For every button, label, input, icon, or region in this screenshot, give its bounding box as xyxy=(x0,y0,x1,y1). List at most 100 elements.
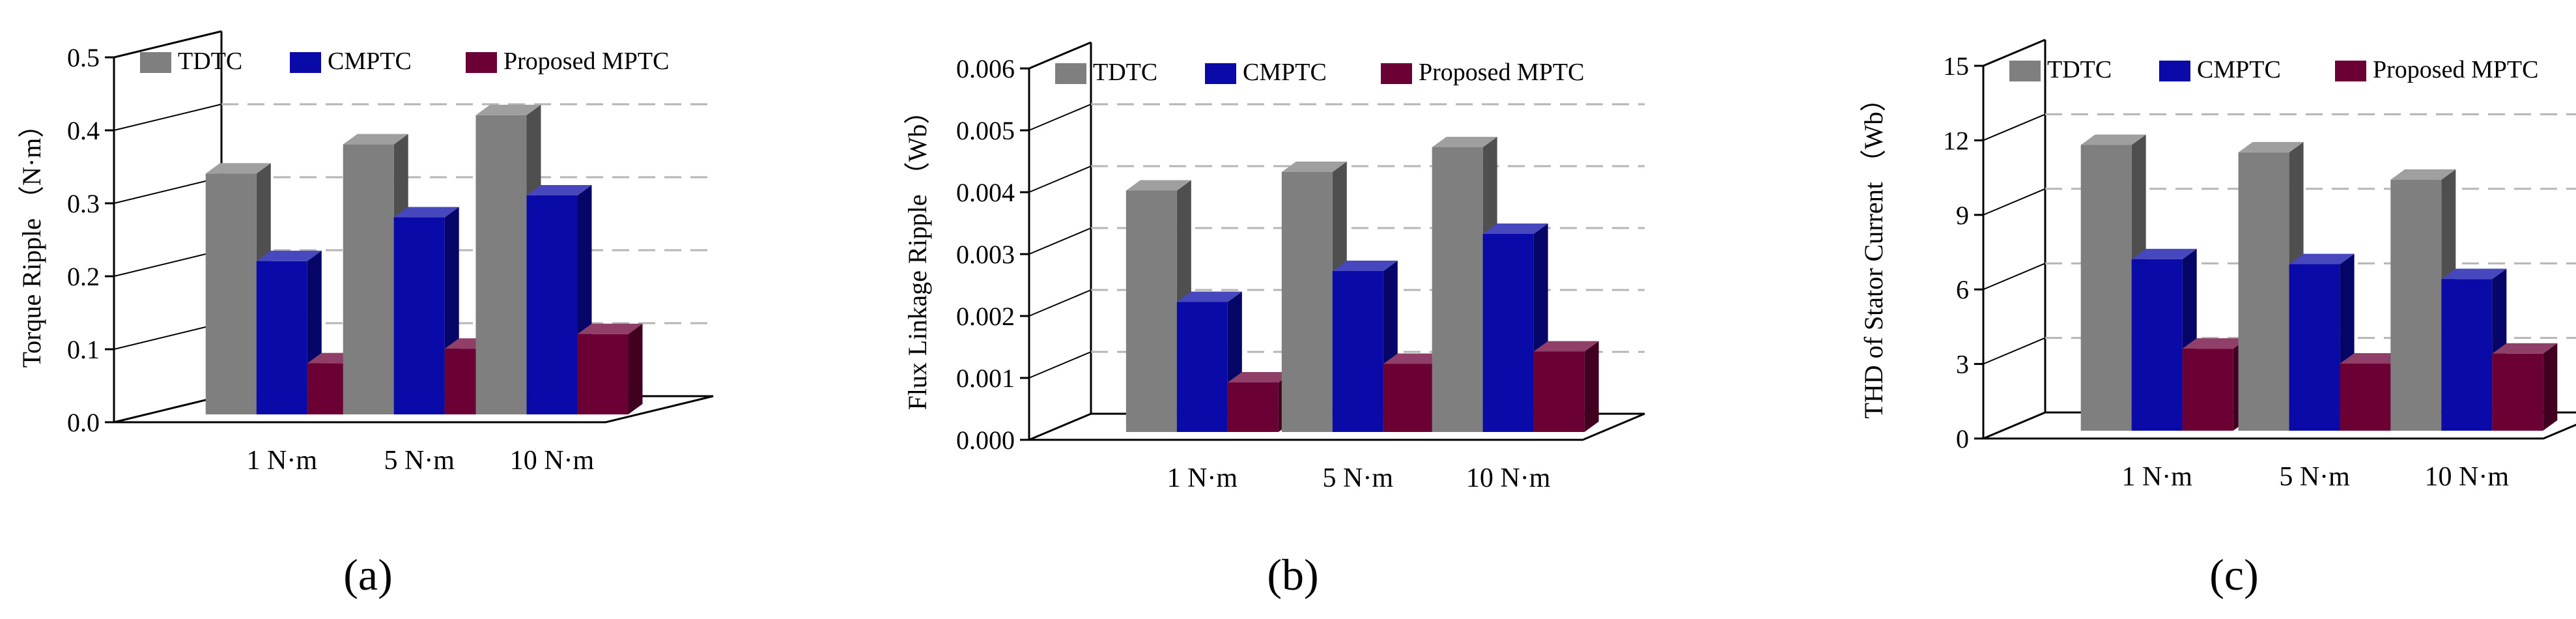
bar-front-face xyxy=(2390,179,2442,431)
bar-top-face xyxy=(2131,248,2197,259)
y-tick-label: 0 xyxy=(1956,424,1969,453)
bar-top-face xyxy=(205,163,271,174)
bar-side-face xyxy=(2543,343,2558,431)
legend-swatch xyxy=(290,52,321,73)
bar-top-face xyxy=(2289,253,2355,265)
y-tick-label: 6 xyxy=(1956,275,1969,304)
panel-label: (a) xyxy=(343,550,392,599)
legend-label: CMPTC xyxy=(2197,56,2281,83)
bar-front-face xyxy=(577,334,629,414)
y-tick-label: 12 xyxy=(1943,126,1969,155)
depth-line xyxy=(113,250,222,277)
y-tick-label: 0.4 xyxy=(67,116,100,145)
bar-top-face xyxy=(2238,141,2304,152)
bar-top-face xyxy=(577,323,643,334)
bar-top-face xyxy=(343,134,408,145)
depth-line xyxy=(1028,104,1092,131)
bar-tdtc xyxy=(343,134,408,414)
bar-proposed-mptc xyxy=(2492,343,2558,431)
bar-side-face xyxy=(1584,341,1599,432)
legend-swatch xyxy=(2335,61,2366,81)
depth-line xyxy=(1983,337,2046,365)
depth-line xyxy=(1028,289,1092,317)
bar-top-face xyxy=(1332,261,1398,271)
bar-top-face xyxy=(1533,341,1599,352)
y-tick-label: 3 xyxy=(1956,350,1969,379)
bar-front-face xyxy=(475,115,527,415)
bar-top-face xyxy=(256,250,322,261)
bar-front-face xyxy=(1482,234,1534,432)
bar-top-face xyxy=(475,104,541,115)
bar-front-face xyxy=(2080,145,2132,431)
bar-front-face xyxy=(1176,302,1228,432)
bar-top-face xyxy=(2390,169,2456,180)
category-label: 5 N·m xyxy=(384,446,455,476)
y-tick-label: 0.1 xyxy=(67,335,100,364)
floor-plane xyxy=(113,395,714,424)
bar-proposed-mptc xyxy=(577,323,643,414)
y-tick-label: 0.003 xyxy=(956,240,1015,269)
bar-top-face xyxy=(1125,180,1191,191)
legend-swatch xyxy=(1205,63,1236,84)
depth-line xyxy=(1028,42,1092,69)
bar-top-face xyxy=(526,185,592,195)
bar-front-face xyxy=(2182,349,2233,431)
y-tick-label: 0.006 xyxy=(956,54,1015,83)
bar-front-face xyxy=(1125,190,1177,432)
bar-top-face xyxy=(1482,223,1548,234)
bar-top-face xyxy=(393,207,459,218)
bar-front-face xyxy=(2441,279,2493,431)
panel-label: (b) xyxy=(1267,550,1318,599)
category-label: 5 N·m xyxy=(2279,462,2350,492)
y-tick-label: 0.5 xyxy=(67,43,100,72)
bar-cmptc xyxy=(2441,268,2507,431)
bar-top-face xyxy=(1176,291,1242,302)
legend-label: CMPTC xyxy=(1243,59,1327,86)
bar-front-face xyxy=(526,195,578,414)
flux-linkage-ripple-chart: 0.000 0.001 0.002 0.003 0.004 0.005 0.006 1 N·m… xyxy=(903,41,1645,599)
category-label: 1 N·m xyxy=(247,446,318,476)
category-label: 10 N·m xyxy=(1466,463,1551,493)
legend-swatch xyxy=(1055,63,1086,84)
bar-front-face xyxy=(343,144,394,414)
bar-front-face xyxy=(2340,364,2391,431)
legend-label: Proposed MPTC xyxy=(1419,59,1584,86)
y-tick-label: 0.000 xyxy=(956,425,1015,455)
depth-line xyxy=(113,323,222,350)
depth-line xyxy=(1983,263,2046,291)
bar-cmptc xyxy=(393,207,459,414)
bar-front-face xyxy=(256,261,307,414)
panel-label: (c) xyxy=(2209,550,2258,599)
legend-label: Proposed MPTC xyxy=(503,48,669,75)
y-tick-label: 0.0 xyxy=(67,408,100,437)
depth-line xyxy=(1983,113,2046,141)
depth-line xyxy=(1983,188,2046,216)
legend-swatch xyxy=(140,52,171,73)
floor-plane xyxy=(1028,412,1645,441)
depth-line xyxy=(113,104,222,131)
bar-front-face xyxy=(1383,364,1434,432)
bar-front-face xyxy=(2289,264,2340,431)
bar-front-face xyxy=(1332,271,1383,432)
bar-top-face xyxy=(2080,134,2146,145)
depth-line xyxy=(113,177,222,204)
y-axis-label: THD of Stator Current （Wb） xyxy=(1859,85,1888,418)
y-axis-label: Flux Linkage Ripple （Wb） xyxy=(903,98,932,410)
y-tick-label: 0.001 xyxy=(956,364,1015,393)
bar-side-face xyxy=(628,323,643,414)
legend-label: TDTC xyxy=(1093,59,1157,86)
bar-front-face xyxy=(1432,147,1483,432)
y-tick-label: 0.004 xyxy=(956,178,1015,207)
floor-plane xyxy=(1983,411,2576,440)
category-label: 10 N·m xyxy=(2425,462,2510,492)
bar-top-face xyxy=(2340,353,2405,364)
bar-front-face xyxy=(1281,172,1333,432)
bar-front-face xyxy=(2131,259,2183,431)
bar-front-face xyxy=(2492,353,2543,431)
depth-line xyxy=(1028,227,1092,255)
category-label: 1 N·m xyxy=(1167,463,1238,493)
bar-front-face xyxy=(1533,351,1585,432)
y-tick-label: 0.3 xyxy=(67,189,100,218)
legend-swatch xyxy=(2009,61,2041,81)
